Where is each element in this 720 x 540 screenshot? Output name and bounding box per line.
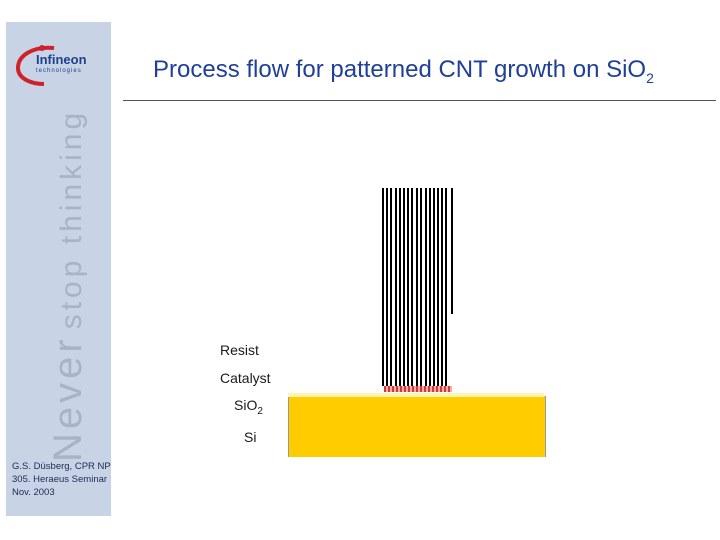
slogan-line2: stop thinking <box>55 108 88 330</box>
cnt-line <box>445 188 447 386</box>
si-substrate <box>288 396 546 457</box>
cnt-line <box>416 188 418 386</box>
slogan: Never stop thinking <box>46 109 91 462</box>
cnt-line <box>382 188 384 386</box>
logo-name: Infineon <box>36 52 87 67</box>
cnt-line <box>411 188 413 386</box>
sidebar: Infineon technologies Never stop thinking… <box>6 22 111 516</box>
author-line1: G.S. Düsberg, CPR NP <box>12 461 111 472</box>
author-line2: 305. Heraeus Seminar <box>12 474 108 485</box>
cnt-line <box>403 188 405 386</box>
label-sio2-sub: 2 <box>257 406 263 417</box>
cnt-line <box>395 188 397 386</box>
cnt-line <box>407 188 409 386</box>
sio2-layer <box>288 393 544 397</box>
title-main: Process flow for patterned CNT growth on… <box>153 56 647 83</box>
author-block: G.S. Düsberg, CPR NP 305. Heraeus Semina… <box>12 460 111 499</box>
label-catalyst: Catalyst <box>220 370 271 386</box>
label-sio2: SiO2 <box>234 397 263 417</box>
cnt-line <box>433 188 435 386</box>
title-divider <box>123 100 716 101</box>
page-title: Process flow for patterned CNT growth on… <box>153 56 654 86</box>
cnt-line <box>386 188 388 386</box>
catalyst-layer <box>384 386 452 392</box>
slogan-line1: Never <box>46 335 90 462</box>
cnt-line <box>390 188 392 386</box>
title-subscript: 2 <box>646 70 654 86</box>
label-resist: Resist <box>220 342 259 358</box>
cnt-line <box>429 188 431 386</box>
cnt-line <box>441 188 443 386</box>
label-si: Si <box>244 429 257 445</box>
label-sio2-main: SiO <box>234 397 258 413</box>
infineon-logo-icon <box>15 45 55 86</box>
author-line3: Nov. 2003 <box>12 487 55 498</box>
cnt-line <box>425 188 427 386</box>
cnt-line <box>420 188 422 386</box>
cnt-line <box>399 188 401 386</box>
cnt-line <box>451 188 453 314</box>
logo-subtitle: technologies <box>36 68 82 74</box>
cnt-line <box>437 188 439 386</box>
